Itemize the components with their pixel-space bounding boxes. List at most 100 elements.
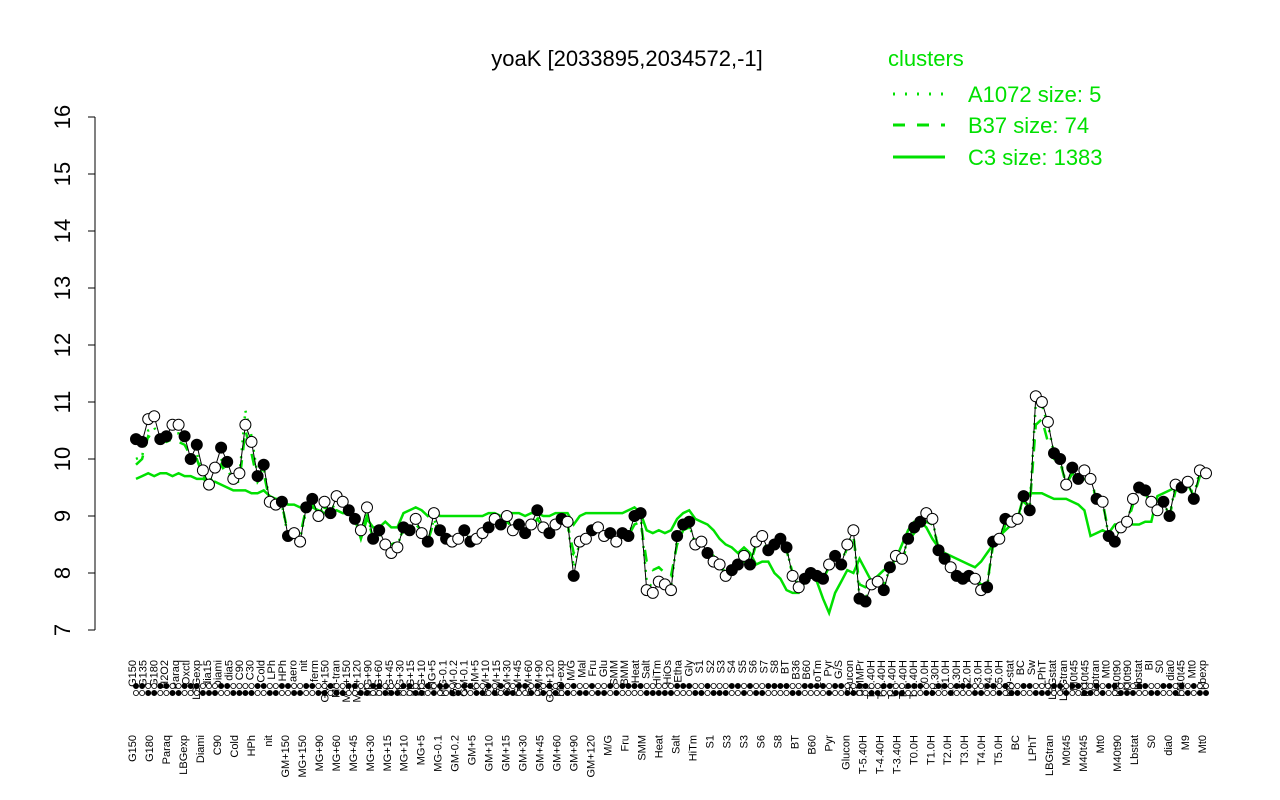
x-tick-label: Heat	[654, 735, 666, 758]
condition-marker	[984, 690, 991, 697]
condition-marker	[455, 683, 462, 690]
condition-marker	[199, 683, 206, 690]
condition-marker	[333, 683, 340, 690]
condition-marker	[601, 690, 608, 697]
condition-marker	[1154, 690, 1161, 697]
condition-marker	[205, 683, 212, 690]
condition-marker	[412, 690, 419, 697]
condition-marker	[947, 683, 954, 690]
x-tick-label: Mt0	[1186, 660, 1198, 678]
condition-marker	[400, 683, 407, 690]
condition-marker	[643, 690, 650, 697]
x-tick-label: M0t45	[1061, 735, 1073, 766]
x-tick-label: MG+10	[416, 660, 428, 696]
condition-marker	[741, 690, 748, 697]
x-tick-label: GM+60	[552, 735, 564, 771]
condition-marker	[862, 683, 869, 690]
data-point	[817, 572, 829, 585]
legend-title: clusters	[888, 46, 964, 71]
x-tick-label: Mt0	[1095, 735, 1107, 753]
x-tick-label: Glu	[598, 660, 610, 677]
condition-marker	[868, 683, 875, 690]
condition-marker	[698, 683, 705, 690]
condition-marker	[589, 683, 596, 690]
data-point	[665, 584, 677, 597]
x-tick-label: M/G	[603, 735, 615, 756]
x-tick-label: Mt0	[1101, 660, 1113, 678]
condition-marker	[972, 683, 979, 690]
condition-marker	[1166, 690, 1173, 697]
x-tick-label: T-4.40H	[876, 660, 888, 699]
condition-marker	[1069, 683, 1076, 690]
condition-marker	[321, 683, 328, 690]
condition-marker	[1051, 683, 1058, 690]
y-tick-label: 11	[50, 391, 75, 414]
x-tick-label: HiOs	[662, 660, 674, 685]
x-tick-label: BT	[780, 660, 792, 674]
condition-marker	[613, 690, 620, 697]
y-tick-label: 8	[50, 567, 75, 579]
condition-marker	[1105, 683, 1112, 690]
condition-marker	[382, 683, 389, 690]
condition-marker	[175, 683, 182, 690]
condition-marker	[789, 683, 796, 690]
condition-marker	[199, 690, 206, 697]
condition-marker	[959, 683, 966, 690]
condition-marker	[187, 683, 194, 690]
data-point	[829, 549, 842, 562]
condition-marker	[892, 690, 899, 697]
data-point	[567, 569, 580, 582]
condition-marker	[704, 690, 711, 697]
x-tick-label: M40t90	[1112, 735, 1124, 772]
condition-marker	[607, 683, 614, 690]
x-tick-label: Lbtran	[1090, 660, 1102, 691]
condition-marker	[1154, 683, 1161, 690]
data-point	[981, 581, 994, 594]
condition-marker	[151, 690, 158, 697]
condition-marker	[1148, 690, 1155, 697]
condition-marker	[1093, 690, 1100, 697]
condition-marker	[625, 690, 632, 697]
condition-marker	[826, 683, 833, 690]
condition-marker	[418, 683, 425, 690]
condition-marker	[984, 683, 991, 690]
condition-marker	[722, 683, 729, 690]
condition-marker	[759, 683, 766, 690]
condition-marker	[886, 683, 893, 690]
condition-marker	[1057, 683, 1064, 690]
condition-marker	[820, 690, 827, 697]
x-tick-label: Mt0	[1197, 735, 1209, 753]
condition-marker	[1111, 690, 1118, 697]
condition-marker	[406, 690, 413, 697]
condition-marker	[619, 683, 626, 690]
data-point	[835, 558, 848, 571]
x-tick-label: SMM	[637, 735, 649, 761]
data-point	[458, 524, 471, 537]
data-point	[1108, 535, 1121, 548]
condition-marker	[1008, 683, 1015, 690]
x-tick-label: M40t45	[1176, 660, 1188, 697]
data-point	[896, 552, 908, 565]
condition-marker	[266, 690, 273, 697]
x-tick-label: ferm	[309, 660, 321, 682]
condition-marker	[327, 683, 334, 690]
condition-marker	[1075, 690, 1082, 697]
data-point	[434, 524, 446, 537]
condition-marker	[911, 683, 918, 690]
condition-marker	[832, 683, 839, 690]
x-tick-label: T2.0H	[962, 660, 974, 690]
condition-marker	[1136, 683, 1143, 690]
data-point	[294, 535, 307, 548]
condition-marker	[528, 683, 535, 690]
condition-marker	[540, 683, 547, 690]
condition-marker	[211, 683, 218, 690]
condition-marker	[230, 683, 237, 690]
data-point	[713, 558, 726, 571]
x-tick-label: Salt	[641, 660, 653, 679]
condition-marker	[637, 690, 644, 697]
x-tick-label: LPhT	[1037, 660, 1049, 687]
condition-marker	[631, 683, 638, 690]
x-tick-label: T0.0H	[919, 660, 931, 690]
condition-marker	[911, 690, 918, 697]
legend-label-c3: C3 size: 1383	[968, 145, 1103, 170]
